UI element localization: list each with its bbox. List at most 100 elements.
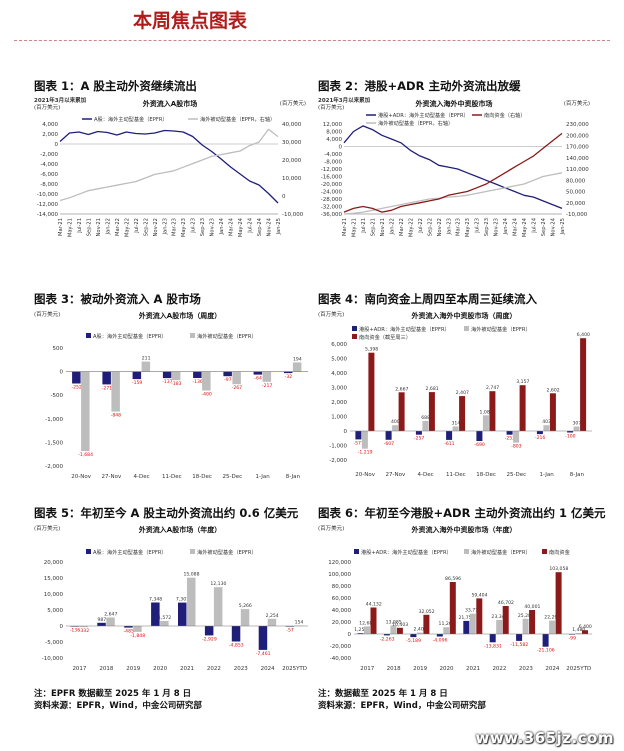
- data-label: -183: [171, 381, 182, 387]
- bar-0: [516, 634, 523, 641]
- chart-4: (百万美元) 外资流入海外中资股市场（周度） 港股+ADR：海外主动型基金（EPFR…: [318, 310, 592, 478]
- x-axis-tick: Mar-21: [342, 218, 348, 236]
- legend-label: 海外被动型基金（EPFR）: [471, 325, 531, 333]
- x-axis-tick: Jul-23: [191, 218, 197, 234]
- bar-2: [476, 598, 483, 634]
- right-axis-tick: 200,000: [566, 133, 589, 139]
- series-line-1: [343, 172, 563, 215]
- x-axis-tick: Sep-21: [370, 218, 376, 236]
- data-label: 314: [451, 420, 460, 426]
- left-axis-tick: 4,000: [326, 137, 342, 143]
- x-axis-tick: Sep-23: [200, 218, 206, 236]
- data-label: -2,929: [202, 636, 217, 642]
- right-axis-unit: (百万美元): [280, 99, 306, 107]
- left-axis-unit: (百万美元): [318, 524, 344, 532]
- bar-1: [141, 361, 151, 372]
- legend-swatch: [352, 326, 357, 331]
- data-label: 7,301: [176, 597, 189, 603]
- data-label: -13,831: [484, 643, 502, 649]
- legend-label: 南向资金: [549, 548, 571, 556]
- left-axis-tick: 2,000: [42, 132, 58, 138]
- data-label: 6,400: [579, 624, 592, 630]
- data-label: 40,001: [524, 604, 540, 610]
- data-label: 11,264: [439, 621, 455, 627]
- footnote-source-right: 资料来源：EPFR，Wind，中金公司研究部: [318, 701, 486, 711]
- data-label: 1,480: [572, 627, 585, 633]
- bar-2: [398, 392, 405, 431]
- bar-1: [81, 371, 90, 452]
- data-label: -2,263: [380, 636, 395, 642]
- y-axis-tick: 0: [60, 370, 64, 376]
- x-axis-tick: Mar-24: [513, 217, 519, 236]
- bar-0: [258, 626, 268, 650]
- bar-0: [489, 634, 496, 643]
- bar-2: [368, 352, 375, 431]
- x-axis-tick: Nov-23: [210, 218, 216, 236]
- x-axis-tick: 11-Dec: [162, 474, 182, 480]
- x-axis-tick: May-23: [465, 218, 471, 237]
- data-label: 12,130: [210, 581, 226, 587]
- y-axis-tick: 20,000: [44, 560, 64, 566]
- bar-2: [423, 614, 430, 634]
- bar-0: [357, 633, 364, 634]
- bar-0: [476, 431, 483, 441]
- bar-2: [555, 572, 562, 634]
- bar-0: [97, 622, 106, 626]
- chart-subtitle: 2021年3月以来累加: [318, 96, 371, 104]
- x-axis-tick: Mar-21: [58, 218, 64, 236]
- chart-3: (百万美元) 外资流入A股市场（周度） A股：海外主动型基金（EPFR） 海外被动型基…: [34, 310, 308, 480]
- data-label: 2,647: [104, 612, 117, 618]
- left-axis-tick: -20,000: [321, 182, 343, 188]
- x-axis-tick: 27-Nov: [386, 472, 406, 478]
- chart-6: (百万美元) 外资流入海外中资股市场（年度） 港股+ADR：海外主动型基金（EPFR…: [318, 524, 592, 672]
- data-label: -4,096: [433, 637, 448, 643]
- bar-0: [415, 431, 422, 435]
- x-axis-tick: 2018: [99, 666, 113, 672]
- x-axis-tick: Sep-22: [143, 218, 149, 236]
- x-axis-tick: 2025YTD: [566, 666, 591, 672]
- data-label: -32: [285, 374, 293, 380]
- x-axis-tick: Nov-22: [153, 218, 159, 236]
- left-axis-tick: 0: [339, 145, 343, 151]
- x-axis-tick: 2022: [207, 666, 221, 672]
- x-axis-tick: Jan-22: [389, 218, 395, 235]
- y-axis-tick: -10,000: [42, 656, 64, 662]
- data-label: -216: [535, 435, 546, 441]
- legend-label: 海外被动型基金（EPFR）: [197, 548, 257, 556]
- figure-6-title: 图表 6：年初至今港股+ADR 主动外资流出约 1 亿美元: [318, 506, 606, 520]
- legend-swatch: [352, 334, 357, 339]
- x-axis-tick: Jan-23: [162, 218, 168, 235]
- y-axis-tick: 5,000: [331, 357, 347, 363]
- bar-0: [124, 626, 133, 628]
- series-line-1: [59, 128, 279, 202]
- bar-0: [355, 431, 362, 440]
- bar-1: [232, 371, 241, 385]
- x-axis-tick: Jul-22: [418, 218, 424, 234]
- bar-0: [542, 634, 549, 647]
- legend-label: 海外被动型基金（EPFR，右轴）: [378, 119, 453, 127]
- x-axis-tick: 2017: [360, 666, 374, 672]
- data-label: 1,572: [158, 615, 171, 621]
- data-label: 15,088: [183, 572, 199, 578]
- y-axis-tick: 120,000: [328, 560, 351, 566]
- x-axis-tick: Sep-22: [427, 218, 433, 236]
- data-label: -690: [474, 442, 485, 448]
- x-axis-tick: Mar-22: [115, 218, 121, 236]
- x-axis-tick: 1-Jan: [539, 472, 554, 478]
- x-axis-tick: Sep-23: [484, 218, 490, 236]
- chart-2: 2021年3月以来累加(百万美元)(百万美元)外资流入海外中资股市场港股+ADR…: [318, 96, 590, 237]
- footnote-source-left: 资料来源：EPFR，Wind，中金公司研究部: [34, 701, 202, 711]
- bar-1: [187, 577, 196, 626]
- data-label: 987: [97, 617, 106, 623]
- x-axis-tick: Sep-24: [541, 217, 547, 236]
- data-label: 23,342: [491, 614, 507, 620]
- chart-title: 外资流入海外中资股市场（周度）: [412, 311, 517, 320]
- bar-0: [536, 431, 543, 435]
- y-axis-tick: 60,000: [332, 596, 352, 602]
- y-axis-tick: 40,000: [332, 608, 352, 614]
- right-axis-tick: -10,000: [566, 212, 588, 218]
- data-label: -607: [384, 441, 395, 447]
- left-axis-unit: (百万美元): [34, 524, 60, 532]
- bar-0: [385, 431, 392, 440]
- data-label: -1,219: [358, 450, 373, 456]
